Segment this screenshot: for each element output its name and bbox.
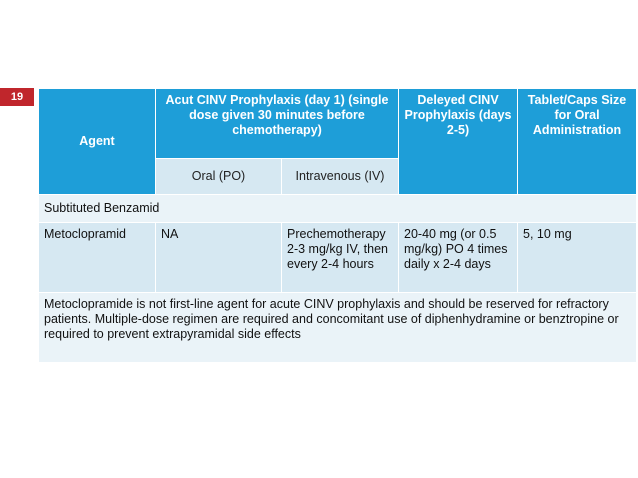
cell-agent: Metoclopramid	[38, 222, 156, 293]
subheader-oral: Oral (PO)	[155, 158, 282, 195]
section-label: Subtituted Benzamid	[37, 194, 638, 223]
header-delayed-prophylaxis: Deleyed CINV Prophylaxis (days 2-5)	[398, 88, 519, 195]
slide-number-badge: 19	[0, 88, 34, 106]
header-acute-prophylaxis: Acut CINV Prophylaxis (day 1) (single do…	[154, 88, 400, 159]
cinv-prophylaxis-table: Agent Acut CINV Prophylaxis (day 1) (sin…	[37, 88, 638, 363]
header-agent: Agent	[38, 88, 156, 195]
header-tablet-size: Tablet/Caps Size for Oral Administration	[517, 88, 638, 195]
note-text: Metoclopramide is not first-line agent f…	[37, 292, 638, 363]
cell-iv: Prechemotherapy 2-3 mg/kg IV, then every…	[280, 222, 400, 293]
cell-oral: NA	[155, 222, 282, 293]
cell-tablet: 5, 10 mg	[517, 222, 638, 293]
cell-delayed: 20-40 mg (or 0.5 mg/kg) PO 4 times daily…	[398, 222, 519, 293]
subheader-iv: Intravenous (IV)	[280, 158, 400, 195]
